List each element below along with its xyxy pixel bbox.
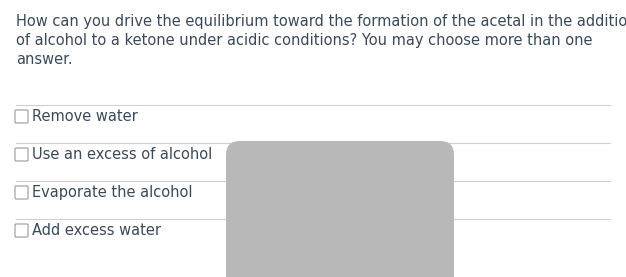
Text: Add excess water: Add excess water bbox=[32, 223, 161, 238]
Text: answer.: answer. bbox=[16, 52, 73, 67]
Text: How can you drive the equilibrium toward the formation of the acetal in the addi: How can you drive the equilibrium toward… bbox=[16, 14, 626, 29]
FancyBboxPatch shape bbox=[15, 186, 28, 199]
FancyBboxPatch shape bbox=[226, 141, 454, 277]
FancyBboxPatch shape bbox=[15, 110, 28, 123]
FancyBboxPatch shape bbox=[15, 148, 28, 161]
Text: of alcohol to a ketone under acidic conditions? You may choose more than one: of alcohol to a ketone under acidic cond… bbox=[16, 33, 592, 48]
Text: Remove water: Remove water bbox=[32, 109, 138, 124]
Text: Use an excess of alcohol: Use an excess of alcohol bbox=[32, 147, 212, 162]
FancyBboxPatch shape bbox=[15, 224, 28, 237]
Text: Evaporate the alcohol: Evaporate the alcohol bbox=[32, 185, 193, 200]
